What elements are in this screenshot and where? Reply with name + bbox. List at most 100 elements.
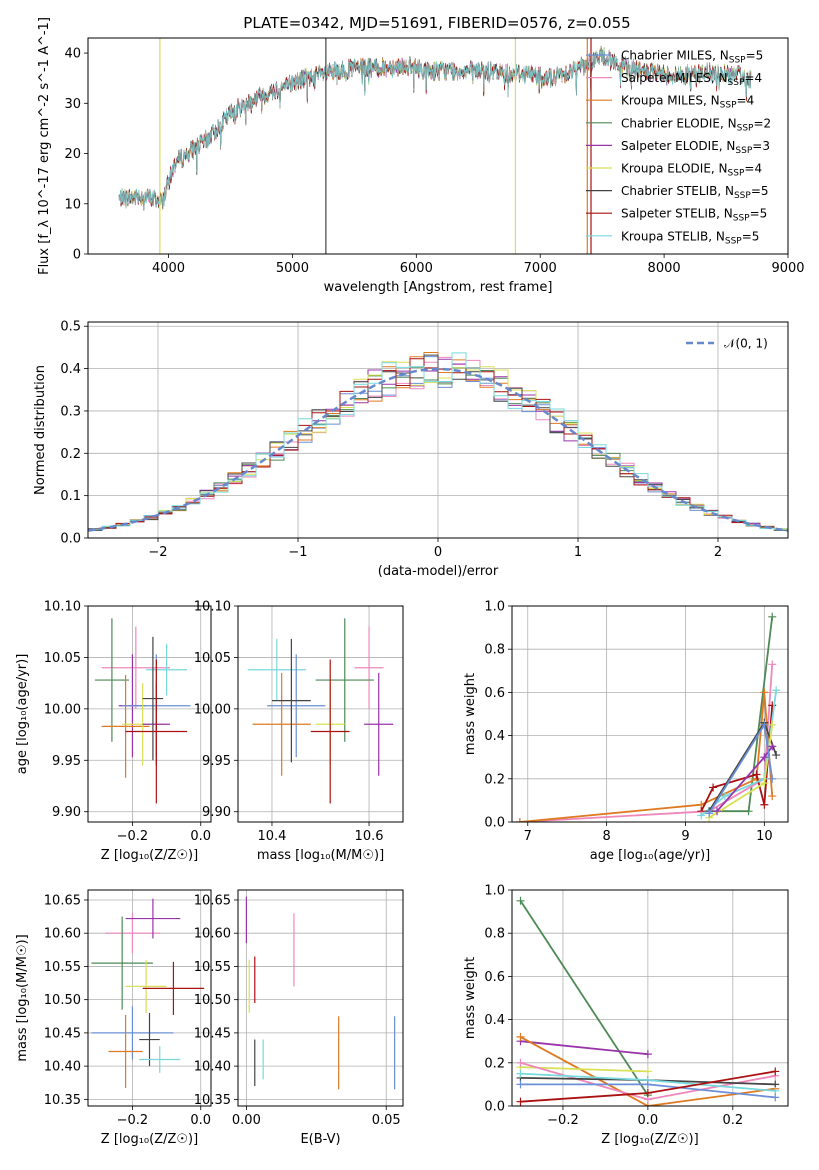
y-tick-label: 0.4	[60, 362, 81, 377]
legend-entry: Salpeter MILES, NSSP=4	[621, 71, 762, 88]
y-axis-label: mass weight	[463, 957, 478, 1039]
y-tick-label: 0.6	[484, 686, 505, 701]
legend-entry: Chabrier STELIB, NSSP=5	[621, 184, 769, 201]
x-tick-label: −0.2	[117, 1113, 149, 1128]
weight-marker	[516, 1058, 525, 1067]
weight-marker	[643, 1080, 652, 1089]
x-tick-label: −0.2	[117, 829, 149, 844]
y-tick-label: 0.8	[484, 643, 505, 658]
x-tick-label: 5000	[276, 261, 309, 276]
y-tick-label: 10.45	[44, 1026, 81, 1041]
weight-marker	[515, 818, 524, 822]
weight-marker	[768, 742, 777, 751]
x-axis-label: mass [log₁₀(M/M☉)]	[257, 848, 384, 863]
weight-marker	[744, 807, 753, 816]
x-axis-label: wavelength [Angstrom, rest frame]	[324, 280, 553, 295]
y-tick-label: 1.0	[484, 884, 505, 899]
x-tick-label: 0.2	[722, 1113, 743, 1128]
y-tick-label: 0.4	[484, 729, 505, 744]
weight-marker	[713, 807, 722, 816]
weight-marker	[772, 686, 781, 695]
y-tick-label: 10.05	[194, 651, 231, 666]
y-tick-label: 10.65	[44, 893, 81, 908]
y-tick-label: 0.5	[60, 320, 81, 335]
y-axis-label: Normed distribution	[33, 365, 48, 495]
weight-marker	[516, 1097, 525, 1106]
y-tick-label: 10.60	[194, 927, 231, 942]
y-tick-label: 10.40	[44, 1060, 81, 1075]
age-vs-mass-panel: 10.4 10.6 9.90 9.95 10.00 10.05 10.10 mass [log…	[194, 600, 404, 863]
axes-frame	[237, 605, 404, 823]
weight-marker	[516, 1069, 525, 1078]
legend-entry: Chabrier ELODIE, NSSP=2	[621, 116, 771, 133]
y-tick-label: 40	[64, 47, 81, 62]
legend-entry: Kroupa STELIB, NSSP=5	[621, 229, 759, 246]
y-tick-label: 30	[64, 97, 81, 112]
weight-line	[520, 1066, 648, 1073]
weight-marker	[760, 720, 769, 729]
weight-line	[708, 724, 774, 819]
y-tick-label: 0.0	[484, 816, 505, 831]
weight-marker	[768, 792, 777, 801]
axes-frame	[237, 889, 404, 1107]
x-tick-label: 8000	[648, 261, 681, 276]
y-tick-label: 1.0	[484, 600, 505, 615]
residual-histogram	[88, 352, 788, 531]
x-tick-label: 8	[602, 829, 610, 844]
figure-title: PLATE=0342, MJD=51691, FIBERID=0576, z=0…	[243, 14, 630, 32]
y-axis-label: mass weight	[463, 673, 478, 755]
weight-marker	[772, 751, 781, 760]
weight-marker	[709, 783, 718, 792]
x-tick-label: 10.6	[355, 829, 384, 844]
y-tick-label: 10.10	[44, 600, 81, 615]
x-tick-label: 0	[434, 545, 442, 560]
y-tick-label: 0.4	[484, 1013, 505, 1028]
y-tick-label: 0.2	[60, 447, 81, 462]
x-tick-label: 0.0	[638, 1113, 659, 1128]
y-tick-label: 9.90	[202, 805, 231, 820]
weight-marker	[643, 1089, 652, 1098]
legend-entry: Chabrier MILES, NSSP=5	[621, 49, 763, 66]
legend-entry: Kroupa MILES, NSSP=4	[621, 94, 754, 111]
weight-marker	[516, 1080, 525, 1089]
x-tick-label: 4000	[152, 261, 185, 276]
weight-marker	[516, 896, 525, 905]
y-tick-label: 10.65	[194, 893, 231, 908]
x-tick-label: 0.0	[190, 1113, 211, 1128]
x-axis-label: Z [log₁₀(Z/Z☉)]	[101, 848, 198, 863]
y-tick-label: 0.3	[60, 404, 81, 419]
axes-frame	[87, 37, 789, 255]
y-tick-label: 20	[64, 147, 81, 162]
axes-frame	[87, 889, 212, 1107]
x-tick-label: −1	[288, 545, 307, 560]
legend-entry: Salpeter STELIB, NSSP=5	[621, 207, 767, 224]
y-tick-label: 0.6	[484, 970, 505, 985]
normal-curve	[88, 367, 788, 532]
y-tick-label: 0.2	[484, 1056, 505, 1071]
y-tick-label: 0.1	[60, 489, 81, 504]
x-tick-label: 0.0	[190, 829, 211, 844]
y-tick-label: 10.55	[44, 960, 81, 975]
residuals-panel: −2 −1 0 1 2 0.0 0.1 0.2 0.3 0.4 0.5 (data-model)/er…	[33, 320, 789, 579]
weight-marker	[760, 688, 769, 697]
y-tick-label: 10.55	[194, 960, 231, 975]
x-tick-label: 2	[714, 545, 722, 560]
x-axis-label: age [log₁₀(age/yr)]	[590, 848, 711, 863]
y-tick-label: 10	[64, 197, 81, 212]
weight-line	[520, 1040, 648, 1056]
mass-vs-extinction-panel: 0.00 0.05 10.35 10.40 10.45 10.50 10.55 10.60 10…	[194, 889, 404, 1147]
weight-marker	[643, 1050, 652, 1059]
axes-frame	[511, 605, 789, 823]
spectrum-panel: 4000 5000 6000 7000 8000 9000 0 10 20 30 40 wavelen…	[37, 17, 805, 295]
y-tick-label: 9.95	[52, 754, 81, 769]
axes-frame	[87, 605, 212, 823]
weight-marker	[720, 792, 729, 801]
weight-line	[519, 664, 774, 822]
y-tick-label: 0	[73, 248, 81, 263]
x-tick-label: 9	[681, 829, 689, 844]
y-axis-label: age [log₁₀(age/yr)]	[15, 654, 30, 775]
y-tick-label: 10.05	[44, 651, 81, 666]
x-tick-label: 10.4	[257, 829, 286, 844]
weight-marker	[516, 1032, 525, 1041]
